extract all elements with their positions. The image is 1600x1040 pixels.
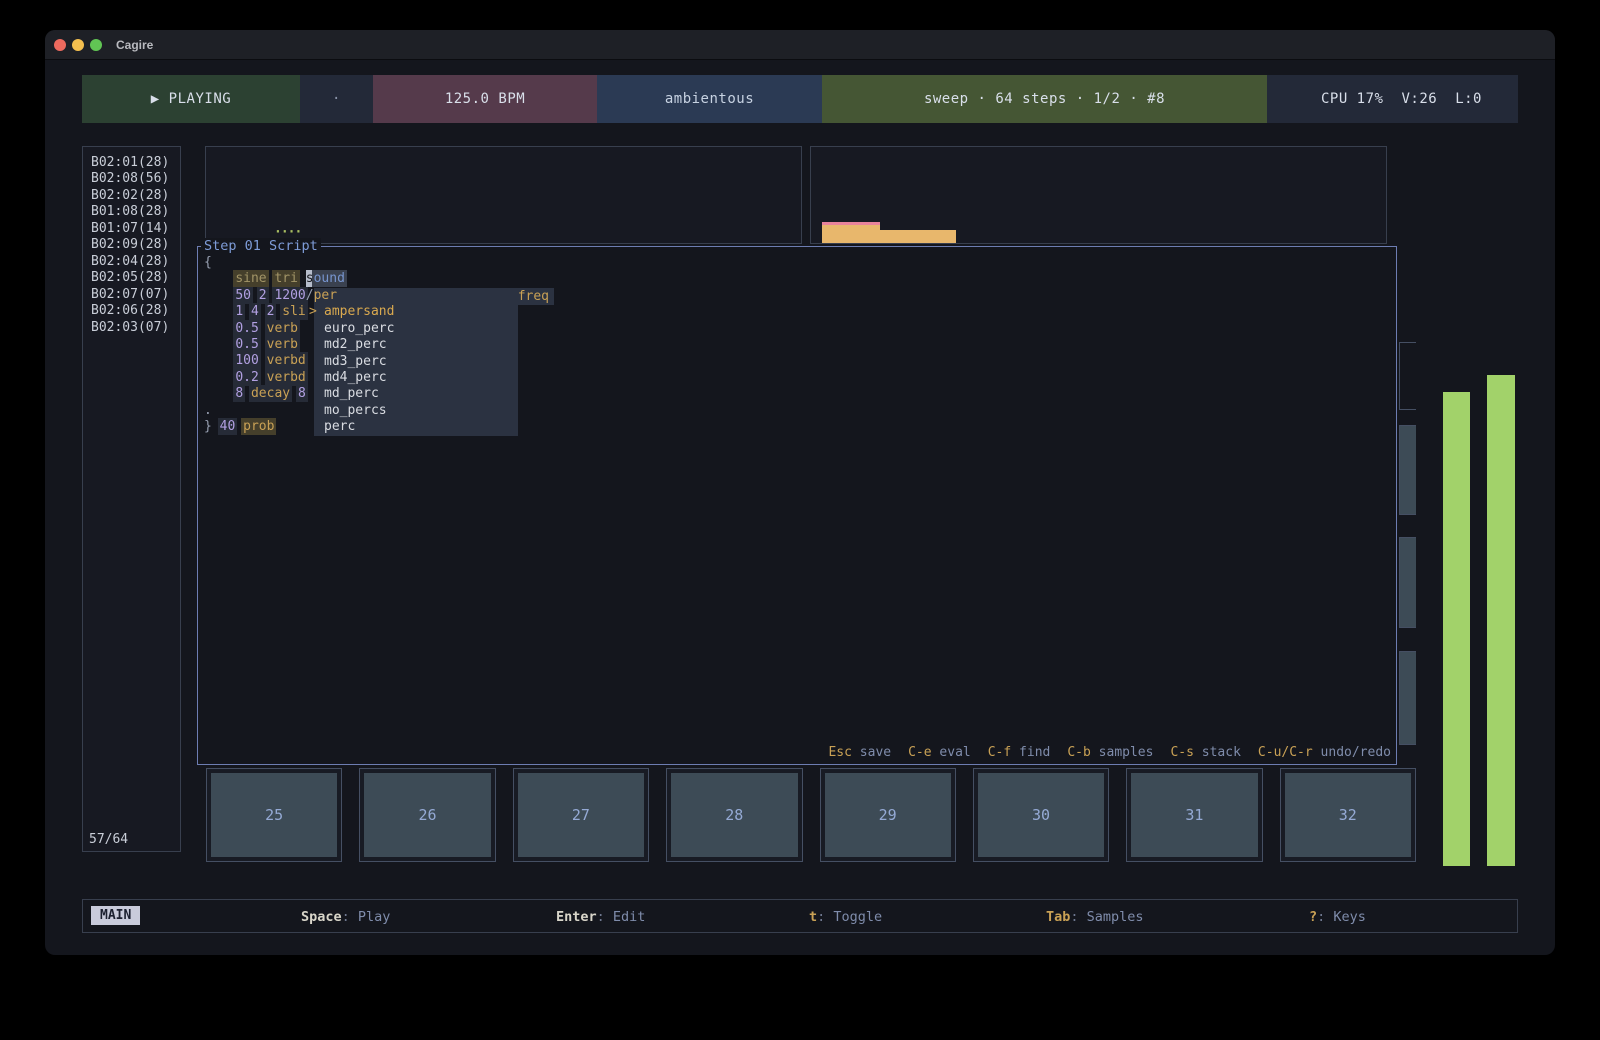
- global-keybind-hint: Tab: Samples: [1046, 909, 1144, 925]
- global-keybind-hint: Enter: Edit: [556, 909, 646, 925]
- step-cell-26[interactable]: 26: [359, 768, 496, 862]
- mode-badge: MAIN: [91, 906, 141, 925]
- sample-list-item[interactable]: B02:04(28): [91, 253, 170, 269]
- minimize-button[interactable]: [72, 39, 84, 51]
- level-meter-bar: [1487, 375, 1515, 866]
- autocomplete-selection-marker: [309, 321, 317, 337]
- editor-keybind-hint: Esc save: [828, 745, 892, 760]
- step-cell-28[interactable]: 28: [666, 768, 803, 862]
- pattern-info-segment: sweep · 64 steps · 1/2 · #8: [822, 75, 1267, 123]
- step-cell-29[interactable]: 29: [819, 768, 956, 862]
- autocomplete-popup: > ampersand euro_perc md2_perc md3_perc m…: [309, 304, 518, 436]
- autocomplete-item[interactable]: perc: [314, 419, 518, 435]
- sample-list-item[interactable]: B02:09(28): [91, 237, 170, 253]
- sample-list-item[interactable]: B02:07(07): [91, 286, 170, 302]
- voices-stat: V:26: [1401, 91, 1438, 107]
- play-label: PLAYING: [168, 91, 232, 107]
- waveform-bar: [822, 222, 880, 243]
- editor-keybind-hint: C-f find: [987, 745, 1051, 760]
- editor-keybind-hint: C-s stack: [1170, 745, 1241, 760]
- autocomplete-item[interactable]: md2_perc: [314, 337, 518, 353]
- autocomplete-item[interactable]: mo_percs: [314, 403, 518, 419]
- window-title: Cagire: [116, 38, 154, 52]
- step-cell-31[interactable]: 31: [1126, 768, 1263, 862]
- code-line: 1 4 2 sli: [233, 303, 308, 321]
- status-dot-segment: ·: [300, 75, 373, 123]
- autocomplete-item[interactable]: md3_perc: [314, 354, 518, 370]
- editor-title: Step 01 Script: [201, 238, 321, 254]
- code-line: } 40 prob: [204, 417, 277, 435]
- global-keybind-hint: ?: Keys: [1309, 909, 1366, 925]
- code-line: 50 2 1200/per: [233, 286, 338, 304]
- step-cell-27[interactable]: 27: [512, 768, 650, 862]
- autocomplete-item[interactable]: md_perc: [314, 386, 518, 402]
- autocomplete-selection-marker: [309, 386, 317, 402]
- waveform-bar: [880, 230, 956, 243]
- code-line: sine tri sound: [233, 270, 347, 288]
- autocomplete-selection-marker: [309, 337, 317, 353]
- autocomplete-selection-marker: [309, 419, 317, 435]
- bpm-segment[interactable]: 125.0 BPM: [373, 75, 597, 123]
- scene-name-segment: ambientous: [597, 75, 822, 123]
- system-stats-segment: CPU 17% V:26 L:0: [1267, 75, 1518, 123]
- autocomplete-selection-marker: >: [309, 304, 317, 320]
- partial-step-cell: [1399, 425, 1416, 515]
- step-cell-25[interactable]: 25: [206, 768, 343, 862]
- script-editor[interactable]: Step 01 Script freq > ampersand euro_perc…: [197, 238, 1397, 765]
- autocomplete-selection-marker: [309, 370, 317, 386]
- step-grid-row: 25 26 27 28 29 30 31 32: [206, 768, 1416, 862]
- sample-list: B02:01(28) B02:08(56) B02:02(28) B01:08(28)…: [91, 155, 169, 336]
- sample-list-item[interactable]: B02:01(28): [91, 155, 170, 170]
- code-line: 8 decay 8: [233, 385, 308, 403]
- editor-keybind-hint: C-e eval: [908, 745, 971, 760]
- editor-keybind-footer: Esc save C-e eval C-f find C-b samples C-s s…: [828, 745, 1391, 760]
- global-keybind-hint: Space: Play: [301, 909, 391, 925]
- partial-step-cell: [1399, 651, 1416, 745]
- autocomplete-item[interactable]: md4_perc: [314, 370, 518, 386]
- sample-list-item[interactable]: B02:05(28): [91, 270, 170, 286]
- titlebar: Cagire: [45, 30, 1555, 60]
- global-keybind-hint: t: Toggle: [809, 909, 883, 925]
- code-line: 100 verbd: [233, 352, 308, 370]
- close-button[interactable]: [54, 39, 66, 51]
- autocomplete-hint-row: freq: [314, 288, 554, 305]
- bottom-status-bar: MAIN Space: Play Enter: Edit t: Toggle Tab:…: [82, 899, 1518, 933]
- transport-playing-segment[interactable]: ▶ PLAYING: [82, 75, 300, 123]
- sample-list-panel: B02:01(28) B02:08(56) B02:02(28) B01:08(28)…: [82, 146, 181, 852]
- sample-list-item[interactable]: B02:08(56): [91, 171, 170, 187]
- autocomplete-item[interactable]: > ampersand: [309, 304, 395, 320]
- waveform-panel: [810, 146, 1387, 244]
- sample-list-item[interactable]: B02:06(28): [91, 303, 170, 319]
- code-line: 0.5 verb: [233, 335, 300, 353]
- app-window: Cagire ▶ PLAYING · 125.0 BPM ambientous …: [45, 30, 1555, 955]
- code-line: 0.5 verb: [233, 319, 300, 337]
- autocomplete-selection-marker: [309, 403, 317, 419]
- latency-stat: L:0: [1455, 91, 1482, 107]
- sample-list-item[interactable]: B01:07(14): [91, 220, 170, 236]
- autocomplete-hint-label: freq: [517, 289, 549, 304]
- autocomplete-selection-marker: [309, 354, 317, 370]
- partial-step-cell: [1399, 342, 1416, 410]
- sample-list-item[interactable]: B02:03(07): [91, 319, 170, 335]
- code-line: .: [204, 402, 212, 418]
- code-line: 0.2 verbd: [233, 368, 308, 386]
- status-bar: ▶ PLAYING · 125.0 BPM ambientous sweep ·…: [82, 75, 1518, 123]
- editor-keybind-hint: C-b samples: [1067, 745, 1154, 760]
- partial-step-cell: [1399, 537, 1416, 628]
- top-left-panel: ····: [205, 146, 802, 244]
- sample-list-item[interactable]: B02:02(28): [91, 187, 170, 203]
- step-cell-30[interactable]: 30: [972, 768, 1110, 862]
- level-meter-bar: [1443, 392, 1470, 866]
- zoom-button[interactable]: [90, 39, 102, 51]
- pattern-marker-dots: ····: [274, 225, 302, 240]
- code-line: {: [204, 255, 212, 270]
- play-icon: ▶: [150, 91, 160, 107]
- step-cell-32[interactable]: 32: [1279, 768, 1416, 862]
- sample-list-item[interactable]: B01:08(28): [91, 204, 170, 220]
- editor-keybind-hint: C-u/C-r undo/redo: [1257, 745, 1391, 760]
- cpu-stat: CPU 17%: [1320, 91, 1384, 107]
- sample-counter: 57/64: [89, 832, 129, 847]
- autocomplete-item[interactable]: euro_perc: [314, 321, 518, 337]
- script-code[interactable]: { sine tri sound 50 2 1200/per 1 4 2 sli…: [204, 255, 347, 435]
